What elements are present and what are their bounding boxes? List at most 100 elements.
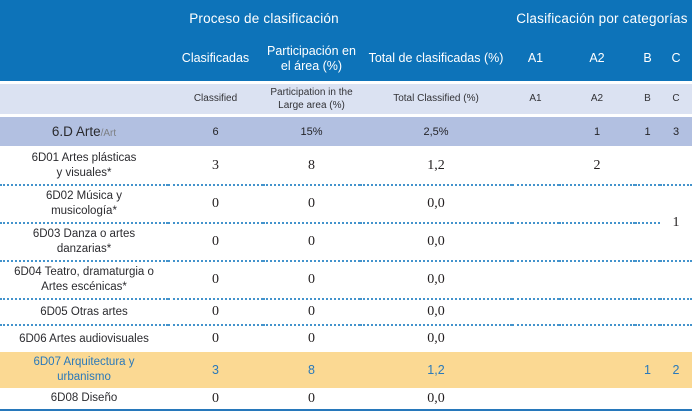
row-label: 6D02 Música y musicología* <box>0 185 168 224</box>
col-header-c-es: C <box>660 36 692 84</box>
cell-clasificadas: 0 <box>212 331 219 346</box>
group-header-spacer <box>360 0 512 36</box>
summary-cell-a1 <box>512 115 559 148</box>
cell-participacion: 0 <box>263 261 360 300</box>
col-header-participacion-en: Participation in the Large area (%) <box>263 82 360 117</box>
cell-b <box>635 147 660 186</box>
cell-clasificadas: 0 <box>168 388 263 411</box>
cell-total: 0,0 <box>427 331 445 346</box>
group-header-categorias: Clasificación por categorías <box>512 0 692 36</box>
cell-a2 <box>559 223 635 262</box>
cell-clasificadas: 0 <box>168 261 263 300</box>
table-row-6d02: 6D02 Música y musicología* 0 0 0,0 1 <box>0 185 692 262</box>
col-header-a2-es: A2 <box>559 36 635 84</box>
cell-clasificadas: 3 <box>168 147 263 186</box>
col-header-clasificadas-es: Clasificadas <box>168 36 263 84</box>
cell-b <box>635 325 660 352</box>
cell-participacion: 0 <box>263 185 360 224</box>
cell-total: 1,2 <box>360 352 512 388</box>
cell-a1 <box>512 299 559 326</box>
cell-a1 <box>512 223 559 262</box>
col-header-total-es: Total de clasificadas (%) <box>360 36 512 84</box>
cell-a1 <box>512 352 559 388</box>
col-header-a1-es: A1 <box>512 36 559 84</box>
cell-a2 <box>559 352 635 388</box>
cell-participacion: 8 <box>263 352 360 388</box>
cell-clasificadas: 0 <box>168 223 263 262</box>
cell-total: 1,2 <box>360 147 512 186</box>
cell-a1 <box>512 185 559 224</box>
cell-a2 <box>559 299 635 326</box>
cell-c <box>660 388 692 411</box>
cell-a1 <box>512 388 559 411</box>
cell-c <box>660 325 692 352</box>
cell-c <box>660 299 692 326</box>
classification-table: Proceso de clasificación Clasificación p… <box>0 0 692 411</box>
cell-a1 <box>512 147 559 186</box>
cell-participacion: 0 <box>263 223 360 262</box>
cell-total: 0,0 <box>360 299 512 326</box>
row-label: 6D08 Diseño <box>0 388 168 411</box>
cell-participacion: 0 <box>263 299 360 326</box>
table-row-6d01: 6D01 Artes plásticas y visuales* 3 8 1,2… <box>0 147 692 186</box>
header-row-en: Classified Participation in the Large ar… <box>0 82 692 117</box>
cell-a2 <box>559 185 635 224</box>
row-label: 6D04 Teatro, dramaturgia o Artes escénic… <box>0 261 168 300</box>
cell-participacion: 0 <box>263 388 360 411</box>
cell-participacion: 8 <box>263 147 360 186</box>
summary-cell-c: 3 <box>660 115 692 148</box>
cell-a1 <box>512 261 559 300</box>
cell-total: 0,0 <box>360 185 512 224</box>
summary-row-6d-arte: 6.D Arte/Art 6 15% 2,5% 1 1 3 <box>0 115 692 148</box>
col-header-a1-en: A1 <box>512 82 559 117</box>
row-label: 6D05 Otras artes <box>0 299 168 326</box>
col-header-total-en: Total Classified (%) <box>360 82 512 117</box>
row-label-header-blank-en <box>0 82 168 117</box>
summary-label-en: /Art <box>100 128 117 139</box>
table-row-6d03: 6D03 Danza o artes danzarias* 0 0 0,0 <box>0 223 692 262</box>
cell-b <box>635 388 660 411</box>
row-label: 6D07 Arquitectura y urbanismo <box>0 352 168 388</box>
summary-row-label: 6.D Arte/Art <box>0 115 168 148</box>
cell-b <box>635 223 660 262</box>
cell-a2: 2 <box>559 147 635 186</box>
col-header-clasificadas-en: Classified <box>168 82 263 117</box>
summary-cell-clasificadas: 6 <box>168 115 263 148</box>
table-row-6d08: 6D08 Diseño 0 0 0,0 <box>0 388 692 411</box>
cell-a2 <box>559 261 635 300</box>
cell-total: 0,0 <box>360 261 512 300</box>
cell-b: 1 <box>635 352 660 388</box>
cell-c <box>660 147 692 186</box>
table-row-6d07-highlighted: 6D07 Arquitectura y urbanismo 3 8 1,2 1 … <box>0 352 692 388</box>
table-row-6d04: 6D04 Teatro, dramaturgia o Artes escénic… <box>0 261 692 300</box>
col-header-participacion-es: Participación en el área (%) <box>263 36 360 84</box>
summary-cell-b: 1 <box>635 115 660 148</box>
summary-cell-a2: 1 <box>559 115 635 148</box>
corner-blank <box>0 0 168 36</box>
summary-cell-participacion: 15% <box>263 115 360 148</box>
cell-total: 0,0 <box>360 223 512 262</box>
table-row-6d05: 6D05 Otras artes 0 0 0,0 <box>0 299 692 326</box>
cell-c: 2 <box>660 352 692 388</box>
summary-cell-total: 2,5% <box>360 115 512 148</box>
cell-clasificadas: 0 <box>168 299 263 326</box>
cell-b <box>635 261 660 300</box>
cell-b <box>635 299 660 326</box>
cell-c <box>660 261 692 300</box>
summary-label-es: 6.D Arte <box>51 124 101 139</box>
row-label-header-blank <box>0 36 168 84</box>
cell-a2 <box>559 325 635 352</box>
cell-total: 0,0 <box>360 388 512 411</box>
row-label: 6D01 Artes plásticas y visuales* <box>0 147 168 186</box>
cell-a2 <box>559 388 635 411</box>
row-label: 6D03 Danza o artes danzarias* <box>0 223 168 262</box>
header-row-es: Clasificadas Participación en el área (%… <box>0 36 692 84</box>
cell-c-merged: 1 <box>660 185 692 262</box>
col-header-c-en: C <box>660 82 692 117</box>
cell-clasificadas: 3 <box>168 352 263 388</box>
cell-b <box>635 185 660 224</box>
cell-participacion: 0 <box>308 331 315 346</box>
group-header-proceso: Proceso de clasificación <box>168 0 360 36</box>
col-header-b-en: B <box>635 82 660 117</box>
